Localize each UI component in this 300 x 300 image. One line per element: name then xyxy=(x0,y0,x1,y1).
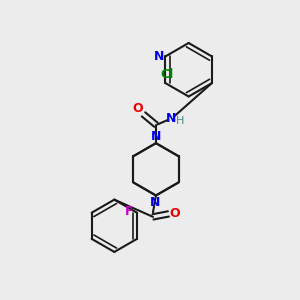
Text: O: O xyxy=(170,207,180,220)
Text: N: N xyxy=(150,196,161,209)
Text: F: F xyxy=(124,205,133,218)
Text: N: N xyxy=(151,130,161,143)
Text: N: N xyxy=(154,50,164,63)
Text: N: N xyxy=(166,112,176,125)
Text: Cl: Cl xyxy=(160,68,174,81)
Text: H: H xyxy=(176,116,184,126)
Text: O: O xyxy=(133,103,143,116)
